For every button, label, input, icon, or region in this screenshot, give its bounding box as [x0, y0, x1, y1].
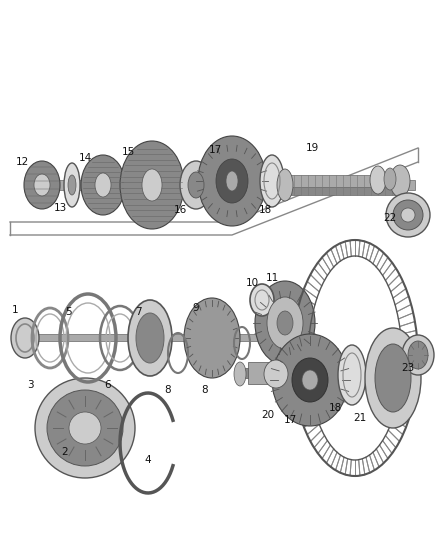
Ellipse shape [81, 155, 125, 215]
Ellipse shape [34, 174, 50, 196]
Ellipse shape [302, 370, 318, 390]
Bar [248, 362, 276, 384]
Text: 7: 7 [135, 307, 141, 317]
Text: 21: 21 [353, 413, 367, 423]
Ellipse shape [365, 328, 421, 428]
Text: 20: 20 [261, 410, 275, 420]
Text: 18: 18 [328, 403, 342, 413]
Ellipse shape [142, 169, 162, 201]
Ellipse shape [120, 141, 184, 229]
Ellipse shape [180, 161, 212, 209]
Ellipse shape [390, 165, 410, 197]
Ellipse shape [226, 171, 238, 191]
Ellipse shape [198, 136, 266, 226]
Ellipse shape [68, 175, 76, 195]
Ellipse shape [136, 313, 164, 363]
Ellipse shape [260, 155, 284, 207]
Text: 11: 11 [265, 273, 279, 283]
Text: 19: 19 [305, 143, 318, 153]
Ellipse shape [264, 360, 288, 388]
Ellipse shape [216, 159, 248, 203]
Text: 1: 1 [12, 305, 18, 315]
Ellipse shape [292, 358, 328, 402]
Text: 2: 2 [62, 447, 68, 457]
Text: 4: 4 [145, 455, 151, 465]
Ellipse shape [401, 208, 415, 222]
Ellipse shape [277, 169, 293, 201]
Ellipse shape [402, 335, 434, 375]
Ellipse shape [338, 345, 366, 405]
Ellipse shape [128, 300, 172, 376]
Text: 22: 22 [383, 213, 397, 223]
Ellipse shape [35, 378, 135, 478]
Ellipse shape [408, 341, 428, 369]
Text: 17: 17 [208, 145, 222, 155]
Ellipse shape [267, 297, 303, 349]
Ellipse shape [250, 284, 274, 316]
Ellipse shape [370, 166, 386, 194]
Text: 9: 9 [193, 303, 199, 313]
Ellipse shape [95, 173, 111, 197]
Ellipse shape [255, 281, 315, 365]
Text: 18: 18 [258, 205, 272, 215]
Ellipse shape [184, 298, 240, 378]
Ellipse shape [277, 311, 293, 335]
Text: 5: 5 [65, 307, 71, 317]
Ellipse shape [375, 344, 411, 412]
Ellipse shape [386, 193, 430, 237]
Text: 14: 14 [78, 153, 92, 163]
Text: 15: 15 [121, 147, 134, 157]
Text: 16: 16 [173, 205, 187, 215]
Bar [22, 334, 277, 341]
Text: 12: 12 [15, 157, 28, 167]
Ellipse shape [384, 168, 396, 190]
Text: 6: 6 [105, 380, 111, 390]
Ellipse shape [64, 163, 80, 207]
Text: 3: 3 [27, 380, 33, 390]
Ellipse shape [11, 318, 39, 358]
Text: 8: 8 [165, 385, 171, 395]
Text: 23: 23 [401, 363, 415, 373]
Text: 10: 10 [245, 278, 258, 288]
Ellipse shape [272, 334, 348, 426]
Ellipse shape [47, 390, 123, 466]
Text: 8: 8 [201, 385, 208, 395]
Bar [35, 180, 415, 190]
Text: 17: 17 [283, 415, 297, 425]
Text: 13: 13 [53, 203, 67, 213]
Bar [285, 175, 400, 188]
Ellipse shape [24, 161, 60, 209]
Bar [285, 187, 400, 195]
Ellipse shape [69, 412, 101, 444]
Ellipse shape [188, 172, 204, 198]
Ellipse shape [393, 200, 423, 230]
Ellipse shape [234, 362, 246, 386]
Bar [240, 368, 305, 378]
